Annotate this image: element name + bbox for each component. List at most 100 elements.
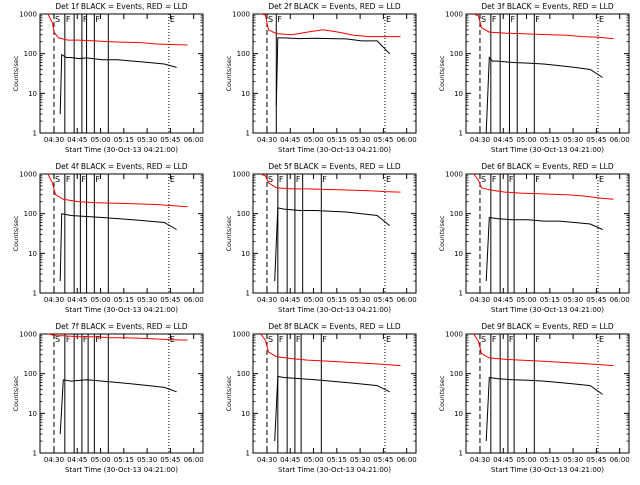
y-tick-label: 1: [459, 450, 463, 458]
x-tick-label: 05:45: [160, 136, 180, 144]
plot-frame: [465, 173, 630, 294]
plot-frame: [465, 333, 630, 454]
flare-marker: F: [509, 335, 514, 344]
x-tick-label: 05:00: [90, 136, 110, 144]
flare-marker: F: [296, 175, 301, 184]
y-tick-label: 100: [24, 50, 37, 58]
flag-label: E: [386, 335, 391, 344]
events-series-line: [275, 37, 390, 106]
x-tick-label: 05:45: [586, 456, 606, 464]
x-axis-label: Start Time (30-Oct-13 04:21:00): [278, 146, 391, 154]
x-tick-label: 05:00: [303, 296, 323, 304]
lld-series-line: [47, 173, 188, 208]
flare-marker: F: [492, 175, 497, 184]
y-tick-label: 100: [450, 210, 463, 218]
y-tick-label: 100: [450, 370, 463, 378]
detector-panel: Det 1f BLACK = Events, RED = LLD 1 10 100 10…: [0, 0, 213, 160]
x-tick-label: 05:45: [373, 136, 393, 144]
detector-chart: Det 6f BLACK = Events, RED = LLD 1 10 100 10…: [438, 162, 630, 314]
y-tick-label: 10: [454, 250, 463, 258]
x-tick-label: 04:45: [280, 456, 300, 464]
y-tick-label: 10: [454, 90, 463, 98]
y-tick-label: 100: [237, 370, 250, 378]
flare-marker: F: [66, 15, 71, 24]
x-axis-label: Start Time (30-Oct-13 04:21:00): [65, 466, 178, 474]
flag-label: E: [599, 15, 604, 24]
y-tick-label: 1: [33, 450, 37, 458]
x-tick-label: 04:45: [493, 296, 513, 304]
y-tick-label: 100: [24, 210, 37, 218]
detector-panel: Det 3f BLACK = Events, RED = LLD 1 10 100 10…: [426, 0, 639, 160]
flare-marker: F: [83, 335, 88, 344]
x-tick-label: 06:00: [610, 456, 630, 464]
plot-frame: [39, 333, 204, 454]
y-tick-label: 10: [454, 410, 463, 418]
chart-title: Det 2f BLACK = Events, RED = LLD: [268, 2, 401, 11]
x-tick-label: 04:45: [67, 296, 87, 304]
x-tick-label: 05:00: [303, 136, 323, 144]
y-tick-label: 100: [450, 50, 463, 58]
y-tick-label: 1000: [232, 11, 250, 19]
x-tick-label: 04:45: [280, 136, 300, 144]
flare-marker: F: [95, 175, 100, 184]
x-tick-label: 05:15: [114, 456, 134, 464]
plot-frame: [252, 173, 417, 294]
flag-label: S: [481, 175, 486, 184]
x-tick-label: 04:45: [67, 136, 87, 144]
y-tick-label: 1000: [445, 11, 463, 19]
y-tick-label: 1: [246, 290, 250, 298]
chart-title: Det 1f BLACK = Events, RED = LLD: [55, 2, 188, 11]
flare-marker: F: [277, 15, 282, 24]
x-tick-label: 04:45: [493, 136, 513, 144]
lld-series-line: [473, 173, 614, 200]
flare-marker: F: [492, 335, 497, 344]
x-tick-label: 05:30: [563, 296, 583, 304]
y-tick-label: 1: [246, 130, 250, 138]
flare-marker: F: [279, 335, 284, 344]
x-tick-label: 05:15: [540, 456, 560, 464]
flare-marker: F: [509, 175, 514, 184]
x-tick-label: 05:15: [114, 136, 134, 144]
x-tick-label: 06:00: [397, 136, 417, 144]
y-tick-label: 10: [28, 410, 37, 418]
lld-series-line: [473, 333, 614, 367]
lld-series-line: [47, 333, 188, 341]
plot-frame: [252, 13, 417, 134]
flare-marker: F: [296, 335, 301, 344]
x-tick-label: 05:00: [516, 296, 536, 304]
x-tick-label: 05:15: [327, 456, 347, 464]
x-axis-label: Start Time (30-Oct-13 04:21:00): [278, 466, 391, 474]
events-series-line: [59, 213, 177, 282]
y-tick-label: 1: [459, 130, 463, 138]
flare-marker: F: [66, 335, 71, 344]
plot-frame: [252, 333, 417, 454]
x-tick-label: 06:00: [184, 296, 204, 304]
y-tick-label: 1: [33, 290, 37, 298]
lld-series-line: [260, 173, 401, 193]
y-tick-label: 1000: [19, 331, 37, 339]
y-tick-label: 1000: [232, 331, 250, 339]
x-tick-label: 06:00: [610, 296, 630, 304]
flare-marker: F: [535, 175, 540, 184]
x-tick-label: 05:30: [563, 456, 583, 464]
flag-label: E: [386, 15, 391, 24]
y-tick-label: 1: [459, 290, 463, 298]
flare-marker: F: [81, 175, 86, 184]
x-tick-label: 04:30: [470, 136, 490, 144]
plot-frame: [39, 13, 204, 134]
x-axis-label: Start Time (30-Oct-13 04:21:00): [491, 466, 604, 474]
flag-label: S: [481, 335, 486, 344]
x-tick-label: 05:00: [303, 456, 323, 464]
y-axis-label: Counts/sec: [225, 55, 233, 91]
flare-marker: F: [535, 15, 540, 24]
x-tick-label: 05:30: [563, 136, 583, 144]
events-series-line: [59, 379, 177, 435]
x-tick-label: 05:45: [373, 456, 393, 464]
x-tick-label: 05:45: [586, 296, 606, 304]
x-tick-label: 05:30: [137, 136, 157, 144]
flag-label: S: [55, 175, 60, 184]
x-axis-label: Start Time (30-Oct-13 04:21:00): [65, 146, 178, 154]
flare-marker: F: [66, 175, 71, 184]
x-tick-label: 04:30: [470, 456, 490, 464]
